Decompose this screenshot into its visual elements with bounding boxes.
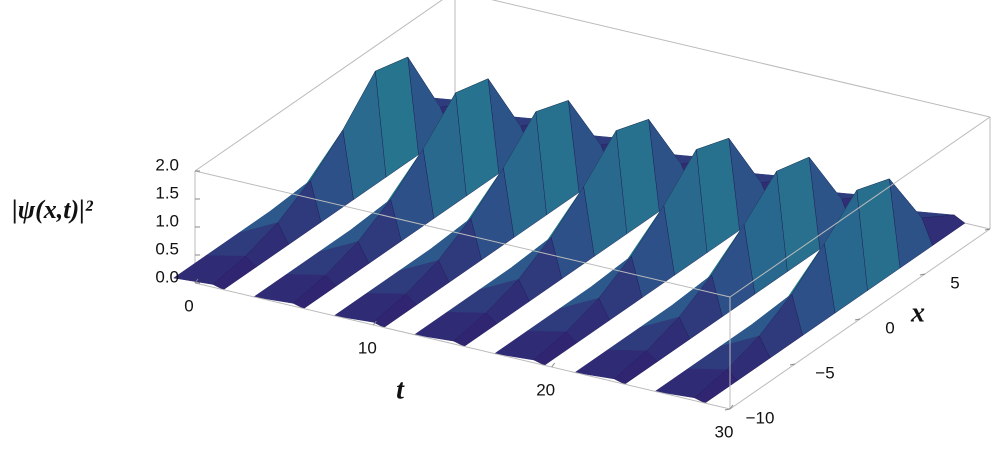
t-tick [194,278,199,284]
surface-face [453,312,498,347]
surface-face [693,369,738,404]
x-tick-label: −5 [815,363,834,382]
z-tick-label: 0.5 [155,239,179,258]
x-axis-label: x [910,297,925,328]
box-edge [729,116,991,298]
surface-face [292,274,337,309]
t-tick-label: 30 [715,422,734,441]
t-tick-label: 0 [184,296,193,315]
box-edge [194,282,731,410]
x-tick [919,273,926,276]
z-tick-label: 2.0 [155,155,179,174]
surface-face [372,293,417,328]
surface-face [613,350,658,385]
t-tick-label: 20 [536,380,555,399]
x-tick [789,363,796,366]
z-tick-label: 1.0 [155,211,179,230]
x-tick-label: 5 [950,273,959,292]
box-edge [491,0,991,118]
t-axis-label: t [396,374,405,405]
box-edge [194,170,731,298]
t-tick [551,362,556,368]
x-tick [984,228,991,231]
z-axis-label: |ψ(x,t)|² [12,195,94,224]
z-tick-label: 0.0 [155,267,179,286]
t-tick-label: 10 [358,338,377,357]
t-tick [372,320,377,326]
t-tick [729,404,734,410]
z-tick-label: 1.5 [155,183,179,202]
surface-face [533,331,578,366]
box-edge [194,0,443,172]
surface-face [212,256,257,290]
x-tick [724,408,731,411]
x-tick [854,318,861,321]
x-tick-label: −10 [746,408,775,427]
x-tick-label: 0 [885,318,894,337]
